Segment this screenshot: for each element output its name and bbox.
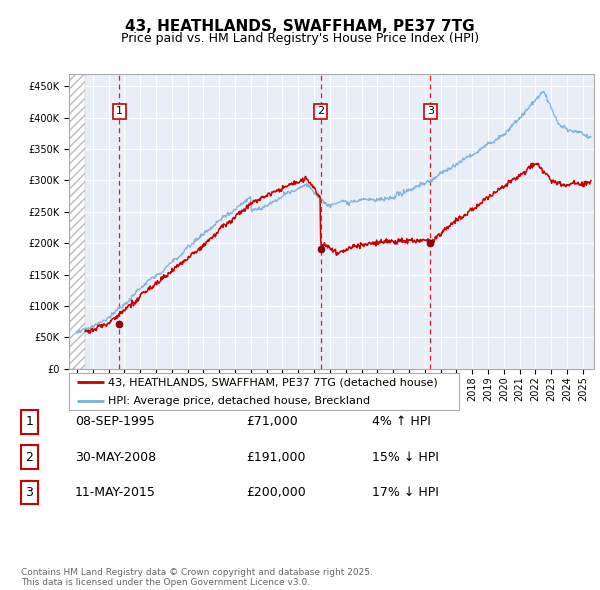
Text: 43, HEATHLANDS, SWAFFHAM, PE37 7TG: 43, HEATHLANDS, SWAFFHAM, PE37 7TG bbox=[125, 19, 475, 34]
Text: Price paid vs. HM Land Registry's House Price Index (HPI): Price paid vs. HM Land Registry's House … bbox=[121, 32, 479, 45]
Text: 15% ↓ HPI: 15% ↓ HPI bbox=[372, 451, 439, 464]
Text: 17% ↓ HPI: 17% ↓ HPI bbox=[372, 486, 439, 499]
Text: 43, HEATHLANDS, SWAFFHAM, PE37 7TG (detached house): 43, HEATHLANDS, SWAFFHAM, PE37 7TG (deta… bbox=[108, 377, 438, 387]
Text: 2: 2 bbox=[25, 451, 34, 464]
Text: £200,000: £200,000 bbox=[246, 486, 306, 499]
Text: 2: 2 bbox=[317, 106, 324, 116]
Text: 1: 1 bbox=[25, 415, 34, 428]
Text: 3: 3 bbox=[25, 486, 34, 499]
Text: 3: 3 bbox=[427, 106, 434, 116]
Text: £71,000: £71,000 bbox=[246, 415, 298, 428]
Text: 1: 1 bbox=[116, 106, 123, 116]
Text: 4% ↑ HPI: 4% ↑ HPI bbox=[372, 415, 431, 428]
Text: HPI: Average price, detached house, Breckland: HPI: Average price, detached house, Brec… bbox=[108, 396, 370, 406]
Text: 30-MAY-2008: 30-MAY-2008 bbox=[75, 451, 156, 464]
Text: £191,000: £191,000 bbox=[246, 451, 305, 464]
Text: 11-MAY-2015: 11-MAY-2015 bbox=[75, 486, 156, 499]
Text: Contains HM Land Registry data © Crown copyright and database right 2025.
This d: Contains HM Land Registry data © Crown c… bbox=[21, 568, 373, 587]
Text: 08-SEP-1995: 08-SEP-1995 bbox=[75, 415, 155, 428]
